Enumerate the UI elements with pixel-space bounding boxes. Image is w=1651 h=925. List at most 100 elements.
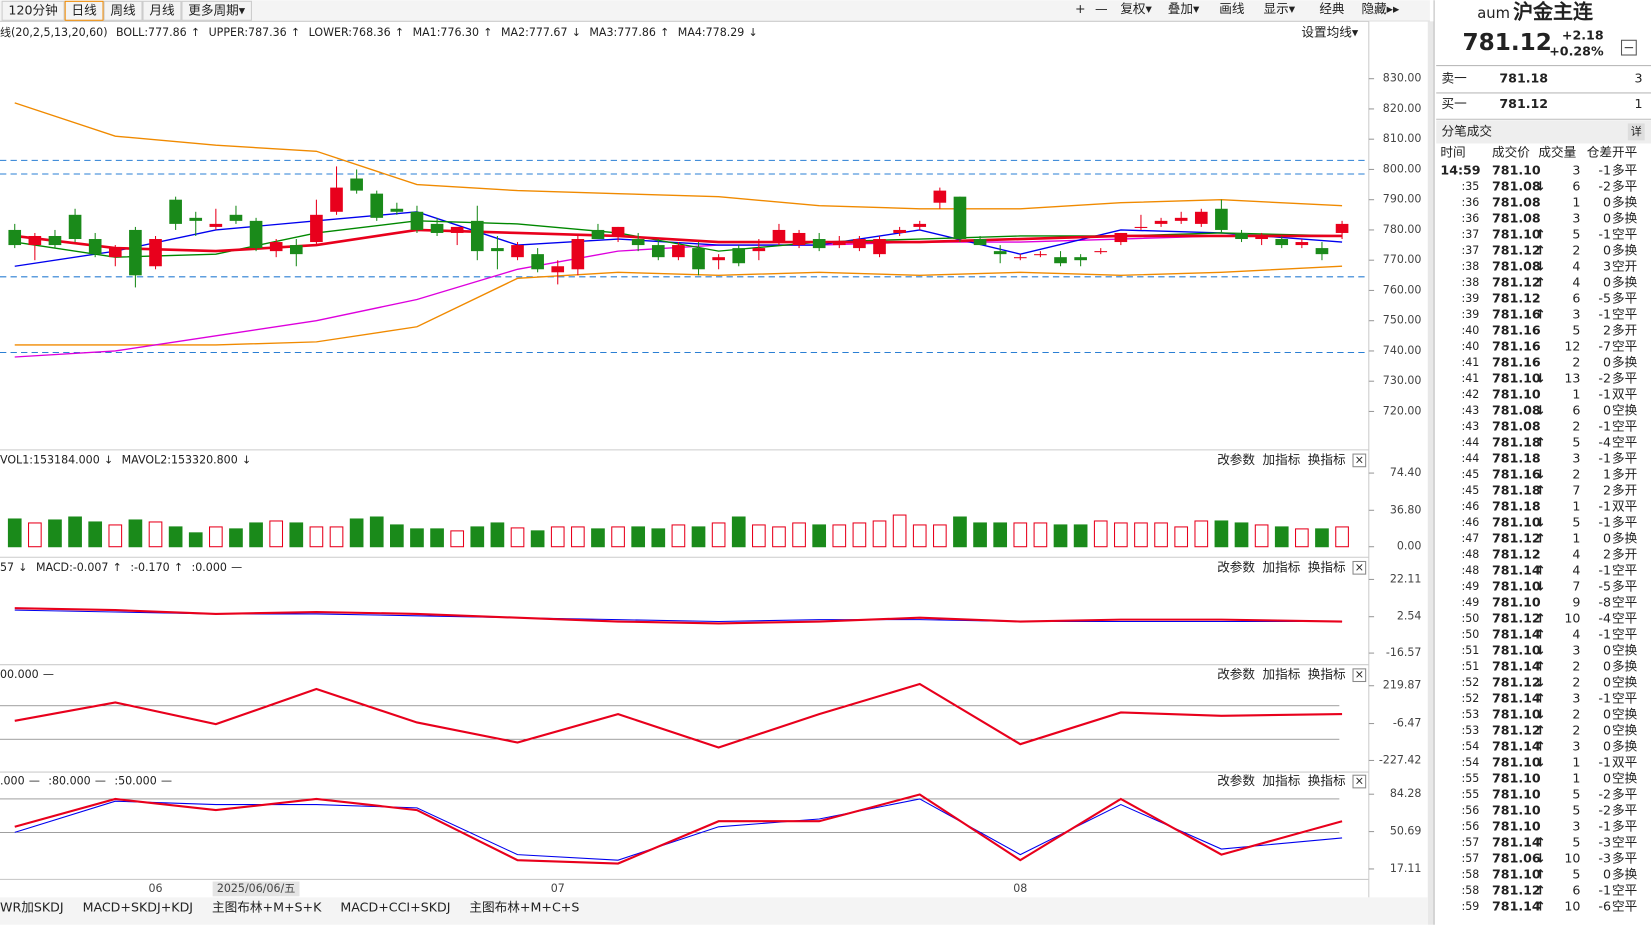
panel-close[interactable]: × — [1355, 561, 1364, 574]
period-tab[interactable]: 月线 — [149, 2, 175, 17]
trade-time: :41 — [1461, 372, 1479, 385]
candle-body — [88, 239, 102, 255]
panel-close-box[interactable] — [1352, 668, 1367, 683]
quote-code: aum — [1477, 5, 1510, 22]
toolbar-button[interactable]: 画线 — [1219, 1, 1245, 16]
candle-body — [692, 248, 705, 270]
trade-oi: -2 — [1598, 787, 1611, 802]
trade-direction: ↓ — [1535, 178, 1546, 193]
candle-body — [913, 223, 927, 227]
panel-close[interactable]: × — [1355, 668, 1364, 681]
candle-body — [209, 223, 223, 227]
panel-close-box[interactable] — [1352, 774, 1367, 789]
toolbar-button[interactable]: 复权▾ — [1120, 1, 1152, 16]
toolbar-button[interactable]: — — [1095, 1, 1108, 16]
panel-button[interactable]: 加指标 — [1262, 773, 1300, 788]
y-tick-label: 830.00 — [1383, 72, 1422, 85]
trade-direction: ↑ — [1535, 739, 1546, 754]
trade-time: :46 — [1461, 516, 1479, 529]
template-tab[interactable]: WR加SKDJ — [0, 899, 64, 914]
volume-bar — [711, 522, 726, 548]
candle-body — [1255, 235, 1268, 240]
toolbar-button[interactable]: 叠加▾ — [1168, 1, 1200, 16]
trade-volume: 3 — [1572, 739, 1580, 754]
panel-button[interactable]: 改参数 — [1217, 559, 1255, 574]
panel-close[interactable]: × — [1355, 453, 1364, 466]
panel-button[interactable]: 换指标 — [1308, 667, 1346, 682]
trade-price: 781.12 — [1492, 530, 1541, 545]
trade-time: :54 — [1461, 756, 1479, 769]
toolbar-button[interactable]: 经典 — [1319, 1, 1345, 16]
trade-oi: -1 — [1598, 162, 1611, 177]
candle-body — [752, 248, 766, 252]
trade-time: :57 — [1461, 836, 1479, 849]
trade-time: :40 — [1461, 324, 1479, 337]
trade-time: :40 — [1461, 340, 1479, 353]
trade-type: 双平 — [1612, 386, 1637, 401]
panel-close-box[interactable] — [1352, 560, 1367, 575]
trade-oi: 0 — [1603, 674, 1611, 689]
detail-box[interactable] — [1627, 123, 1645, 141]
template-tab[interactable]: 主图布林+M+S+K — [212, 899, 322, 914]
panel-button[interactable]: 换指标 — [1308, 559, 1346, 574]
candle-body — [511, 245, 524, 258]
trade-type: 双平 — [1612, 755, 1637, 770]
panel-button[interactable]: 加指标 — [1262, 667, 1300, 682]
trade-direction: ↓ — [1535, 578, 1546, 593]
trade-time: :45 — [1461, 484, 1479, 497]
toolbar-button[interactable]: 隐藏▸▸ — [1361, 1, 1400, 16]
volume-bar — [651, 528, 666, 548]
y-tick-label: 50.69 — [1390, 825, 1422, 838]
volume-bar — [1033, 522, 1048, 548]
period-tab[interactable]: 120分钟 — [8, 2, 57, 17]
panel-label: MAVOL2:153320.800 — [122, 453, 238, 466]
trade-time: :52 — [1461, 676, 1479, 689]
panel-button[interactable]: 改参数 — [1217, 773, 1255, 788]
panel-button[interactable]: 加指标 — [1262, 559, 1300, 574]
trade-oi: 0 — [1603, 274, 1611, 289]
panel-button[interactable]: 改参数 — [1217, 667, 1255, 682]
trade-time: :57 — [1461, 852, 1479, 865]
trade-volume: 5 — [1572, 787, 1580, 802]
trade-type: 空平 — [1612, 899, 1637, 914]
trade-price: 781.16 — [1492, 306, 1541, 321]
template-tab[interactable]: MACD+CCI+SKDJ — [340, 899, 450, 914]
trade-oi: -6 — [1598, 899, 1611, 914]
trade-type: 多换 — [1612, 194, 1638, 209]
volume-bar — [28, 522, 42, 548]
panel-close[interactable]: × — [1355, 775, 1364, 788]
volume-bar — [691, 526, 706, 548]
toolbar-button[interactable]: + — [1075, 1, 1086, 16]
template-tab[interactable]: 主图布林+M+C+S — [469, 899, 579, 914]
trade-direction: ↓ — [1535, 674, 1546, 689]
trade-price: 781.10 — [1492, 787, 1541, 802]
indicator-value: MA3:777.86 — [589, 26, 655, 39]
trade-type: 多平 — [1612, 803, 1637, 818]
period-tab[interactable]: 日线 — [71, 2, 97, 17]
candle-body — [631, 239, 645, 246]
volume-bar — [7, 518, 22, 548]
period-tab[interactable]: 周线 — [110, 2, 136, 17]
indicator-value-arrow: ↓ — [749, 26, 758, 39]
trade-volume: 2 — [1572, 722, 1580, 737]
panel-button[interactable]: 换指标 — [1308, 773, 1346, 788]
panel-button[interactable]: 加指标 — [1262, 452, 1300, 467]
panel-close-box[interactable] — [1352, 453, 1367, 468]
trades-detail[interactable]: 详 — [1631, 124, 1642, 138]
trade-type: 多换 — [1612, 242, 1638, 257]
trade-price: 781.16 — [1492, 466, 1541, 481]
volume-bar — [892, 514, 907, 548]
trade-direction: ↑ — [1535, 434, 1546, 449]
ma-setting[interactable]: 设置均线▾ — [1301, 24, 1359, 39]
trade-direction: ↑ — [1535, 658, 1546, 673]
trade-type: 空平 — [1612, 338, 1637, 353]
toolbar-button[interactable]: 显示▾ — [1264, 1, 1296, 16]
template-tab[interactable]: MACD+SKDJ+KDJ — [83, 899, 193, 914]
panel-button[interactable]: 改参数 — [1217, 452, 1255, 467]
candle-body — [1134, 226, 1148, 228]
x-tick-label: 2025/06/06/五 — [217, 882, 295, 895]
panel-button[interactable]: 换指标 — [1308, 452, 1346, 467]
trade-type: 空换 — [1612, 674, 1638, 689]
period-tab[interactable]: 更多周期▾ — [188, 2, 245, 17]
volume-bar — [933, 524, 947, 548]
